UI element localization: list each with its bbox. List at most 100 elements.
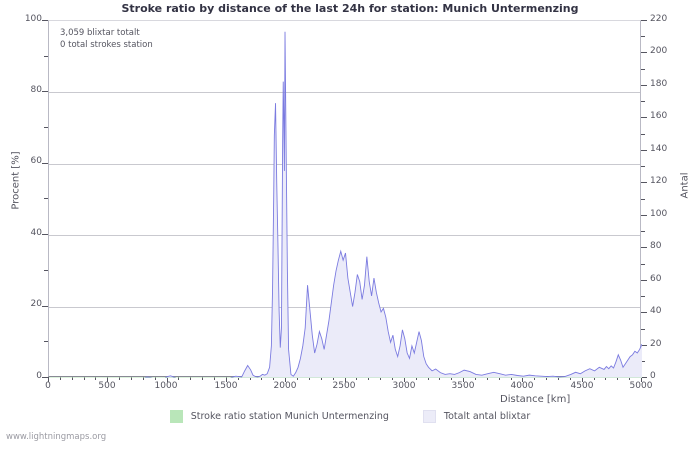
x-tick-700 [131, 377, 133, 380]
x-tick-4400 [569, 377, 571, 380]
y2-tick-label-60: 60 [650, 274, 662, 284]
y2-tick-label-100: 100 [650, 209, 668, 219]
y2-tick-130 [641, 166, 645, 167]
y2-tick-220 [641, 20, 647, 21]
y2-tick-190 [641, 69, 645, 70]
y2-tick-40 [641, 312, 647, 313]
x-tick-2200 [308, 377, 310, 380]
x-tick-4600 [593, 377, 595, 380]
total-strokes-area [49, 31, 642, 378]
x-tick-label-0: 0 [45, 381, 51, 391]
y-tick-50 [44, 198, 48, 199]
y-tick-100 [42, 20, 48, 21]
chart-title: Stroke ratio by distance of the last 24h… [121, 2, 579, 15]
x-tick-3000 [403, 377, 405, 382]
x-tick-label-500: 500 [98, 381, 116, 391]
x-tick-1600 [237, 377, 239, 380]
y2-tick-210 [641, 36, 645, 37]
x-tick-1400 [214, 377, 216, 380]
y2-tick-70 [641, 264, 645, 265]
y2-tick-label-180: 180 [650, 79, 668, 89]
y-tick-label-20: 20 [30, 299, 42, 309]
y2-tick-label-80: 80 [650, 241, 662, 251]
x-tick-2300 [320, 377, 322, 380]
x-tick-label-3000: 3000 [392, 381, 416, 391]
legend-item-total-strokes[interactable]: Totalt antal blixtar [422, 410, 531, 423]
chart-legend: Stroke ratio station Munich Untermenzing… [0, 410, 700, 423]
y2-tick-label-220: 220 [650, 14, 668, 24]
y-tick-40 [42, 234, 48, 235]
y-tick-label-60: 60 [30, 156, 42, 166]
x-tick-1500 [225, 377, 227, 382]
x-tick-label-2000: 2000 [273, 381, 297, 391]
y2-tick-label-20: 20 [650, 339, 662, 349]
x-tick-4200 [546, 377, 548, 380]
x-tick-label-4500: 4500 [570, 381, 594, 391]
x-tick-4900 [629, 377, 631, 380]
x-tick-2000 [285, 377, 287, 382]
legend-label-stroke-ratio: Stroke ratio station Munich Untermenzing [190, 411, 389, 422]
x-tick-4100 [534, 377, 536, 380]
y-tick-10 [44, 341, 48, 342]
x-tick-2700 [368, 377, 370, 380]
x-axis-label: Distance [km] [500, 394, 571, 405]
y2-tick-200 [641, 52, 647, 53]
x-tick-2400 [332, 377, 334, 380]
legend-label-total-strokes: Totalt antal blixtar [443, 411, 531, 422]
y2-tick-100 [641, 215, 647, 216]
gridline-80 [49, 92, 640, 93]
y2-tick-120 [641, 182, 647, 183]
y-tick-60 [42, 163, 48, 164]
y2-tick-60 [641, 280, 647, 281]
y2-tick-label-140: 140 [650, 144, 668, 154]
y2-tick-110 [641, 199, 645, 200]
total-strokes-line [49, 31, 642, 378]
x-tick-4500 [581, 377, 583, 382]
x-tick-2600 [356, 377, 358, 380]
x-tick-3100 [415, 377, 417, 380]
x-tick-1800 [261, 377, 263, 380]
x-tick-2500 [344, 377, 346, 382]
x-tick-3500 [463, 377, 465, 382]
x-tick-900 [154, 377, 156, 380]
legend-swatch-total-strokes [422, 410, 436, 423]
y-axis-left-label: Procent [%] [10, 151, 22, 210]
y2-tick-160 [641, 117, 647, 118]
y2-tick-30 [641, 329, 645, 330]
footer-attribution: www.lightningmaps.org [6, 432, 107, 442]
y-tick-20 [42, 306, 48, 307]
y2-tick-label-200: 200 [650, 46, 668, 56]
legend-item-stroke-ratio[interactable]: Stroke ratio station Munich Untermenzing [169, 410, 389, 423]
y2-tick-20 [641, 345, 647, 346]
x-tick-1900 [273, 377, 275, 380]
y-tick-label-40: 40 [30, 228, 42, 238]
x-tick-label-5000: 5000 [629, 381, 653, 391]
x-tick-400 [95, 377, 97, 380]
x-tick-label-4000: 4000 [510, 381, 534, 391]
data-series-plot [49, 31, 642, 378]
x-tick-2900 [391, 377, 393, 380]
y2-tick-label-120: 120 [650, 176, 668, 186]
x-tick-3300 [439, 377, 441, 380]
y2-tick-170 [641, 101, 645, 102]
x-tick-label-1500: 1500 [214, 381, 238, 391]
x-tick-1000 [166, 377, 168, 382]
x-tick-800 [142, 377, 144, 380]
x-tick-4000 [522, 377, 524, 382]
y2-tick-90 [641, 231, 645, 232]
y2-tick-140 [641, 150, 647, 151]
x-tick-0 [48, 377, 49, 382]
y-tick-90 [44, 56, 48, 57]
y2-tick-180 [641, 85, 647, 86]
y-tick-label-80: 80 [30, 85, 42, 95]
chart-annotation: 3,059 blixtar totalt 0 total strokes sta… [60, 28, 153, 50]
y-tick-70 [44, 127, 48, 128]
legend-swatch-stroke-ratio [169, 410, 183, 423]
gridline-40 [49, 235, 640, 236]
x-tick-1100 [178, 377, 180, 380]
x-tick-2100 [297, 377, 299, 380]
x-tick-1700 [249, 377, 251, 380]
x-tick-label-3500: 3500 [451, 381, 475, 391]
x-tick-3400 [451, 377, 453, 380]
